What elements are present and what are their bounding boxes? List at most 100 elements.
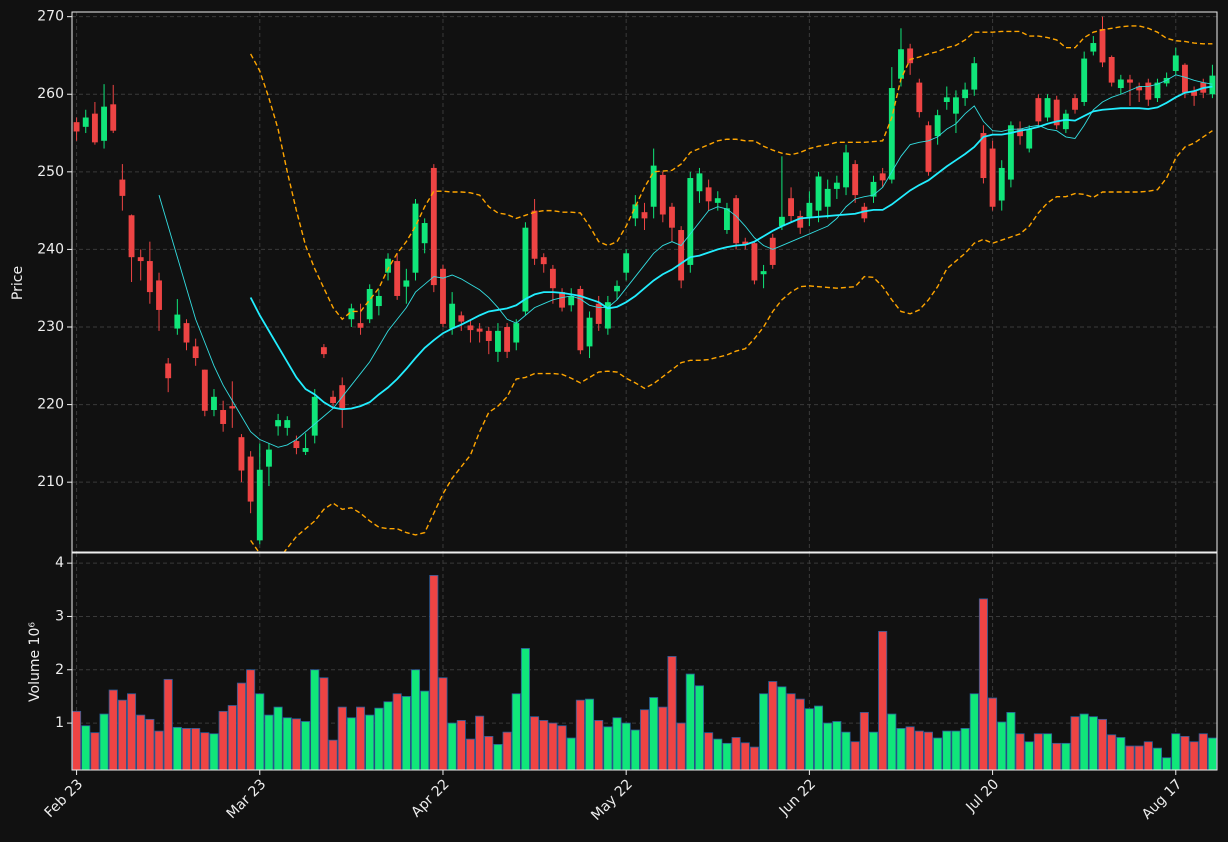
volume-axis-label: Volume 10⁶ bbox=[27, 622, 43, 702]
candle-body bbox=[1007, 125, 1014, 180]
candle-body bbox=[714, 198, 721, 203]
candle-body bbox=[916, 82, 923, 113]
candle-body bbox=[1081, 58, 1088, 102]
volume-bar bbox=[328, 739, 338, 770]
volume-frame bbox=[71, 552, 1218, 771]
volume-bar bbox=[933, 737, 943, 770]
candle-body bbox=[174, 314, 181, 329]
volume-bar bbox=[1061, 742, 1071, 770]
candle-body bbox=[632, 204, 639, 219]
volume-bar bbox=[887, 713, 897, 770]
volume-bar bbox=[401, 696, 411, 770]
candle-body bbox=[1017, 128, 1023, 137]
volume-bar bbox=[236, 682, 246, 770]
candle-body bbox=[266, 449, 272, 467]
volume-bar bbox=[511, 693, 521, 770]
volume-bar bbox=[585, 698, 595, 770]
volume-bar bbox=[1134, 745, 1144, 770]
y-tick-label: 230 bbox=[37, 319, 64, 335]
volume-bar bbox=[704, 732, 714, 770]
indicator-line bbox=[249, 85, 1213, 411]
candle-body bbox=[953, 97, 959, 114]
volume-bar bbox=[814, 705, 824, 770]
candle-body bbox=[733, 198, 740, 244]
candle-body bbox=[641, 212, 648, 219]
volume-bar bbox=[694, 685, 704, 770]
candle-body bbox=[366, 288, 373, 320]
volume-bar bbox=[1043, 733, 1053, 770]
volume-bar bbox=[1162, 757, 1172, 770]
candle-body bbox=[504, 327, 511, 352]
candle-body bbox=[467, 325, 474, 331]
volume-bar bbox=[136, 714, 146, 770]
volume-bar bbox=[969, 693, 979, 770]
candle-body bbox=[843, 152, 849, 188]
candle-body bbox=[531, 210, 538, 259]
candle-body bbox=[101, 106, 107, 141]
volume-bar bbox=[465, 738, 475, 770]
volume-bar bbox=[768, 681, 778, 770]
candle-body bbox=[220, 410, 227, 424]
volume-bar bbox=[1088, 716, 1098, 770]
candle-body bbox=[137, 257, 144, 262]
volume-bar bbox=[1116, 737, 1126, 770]
volume-bar bbox=[191, 728, 201, 770]
volume-bar bbox=[649, 697, 659, 770]
volume-bar bbox=[163, 678, 173, 770]
price-panel bbox=[73, 16, 1216, 552]
volume-bar bbox=[868, 731, 879, 770]
volume-bar bbox=[905, 726, 915, 770]
volume-bar bbox=[1143, 741, 1153, 770]
volume-bar bbox=[539, 720, 549, 770]
volume-bar bbox=[777, 686, 787, 770]
y-tick-label: 250 bbox=[37, 164, 64, 180]
volume-bar bbox=[200, 732, 210, 770]
candle-body bbox=[540, 257, 547, 265]
volume-bar bbox=[127, 693, 137, 770]
candle-body bbox=[229, 406, 236, 409]
volume-bar bbox=[1070, 716, 1080, 770]
volume-bar bbox=[420, 690, 430, 770]
volume-bar bbox=[841, 731, 851, 770]
candle-body bbox=[742, 241, 749, 245]
volume-panel bbox=[72, 574, 1217, 770]
indicator-line bbox=[158, 74, 1213, 448]
candle-body bbox=[577, 288, 584, 351]
candle-body bbox=[1172, 55, 1179, 71]
volume-bar bbox=[548, 722, 558, 770]
candle-body bbox=[1145, 82, 1152, 100]
candle-body bbox=[806, 202, 813, 217]
volume-bar bbox=[1207, 737, 1217, 770]
volume-bar bbox=[1171, 733, 1181, 770]
volume-bar bbox=[722, 742, 732, 770]
candle-body bbox=[128, 215, 135, 258]
candle-body bbox=[1026, 129, 1033, 149]
candle-body bbox=[778, 216, 785, 227]
volume-bar bbox=[676, 722, 686, 770]
candle-body bbox=[485, 330, 492, 341]
candle-body bbox=[165, 363, 172, 379]
candle-body bbox=[293, 441, 300, 449]
candle-body bbox=[1154, 82, 1161, 99]
candle-body bbox=[110, 104, 117, 131]
candle-body bbox=[1117, 79, 1124, 89]
candle-body bbox=[330, 396, 336, 404]
volume-bar bbox=[978, 598, 988, 770]
candle-body bbox=[1053, 99, 1060, 126]
volume-bar bbox=[832, 721, 842, 770]
candle-body bbox=[183, 323, 190, 343]
volume-bar bbox=[319, 677, 329, 770]
candle-body bbox=[421, 223, 428, 244]
candle-body bbox=[146, 261, 153, 293]
volume-bar bbox=[859, 712, 869, 770]
candle-body bbox=[311, 396, 318, 436]
candle-body bbox=[962, 89, 969, 99]
candle-body bbox=[614, 285, 620, 292]
volume-bar bbox=[1033, 733, 1043, 770]
candle-body bbox=[998, 167, 1005, 201]
candle-body bbox=[659, 174, 666, 215]
candle-body bbox=[1209, 75, 1216, 95]
candle-body bbox=[788, 198, 794, 217]
volume-bar bbox=[823, 722, 833, 770]
volume-bar bbox=[804, 708, 814, 770]
